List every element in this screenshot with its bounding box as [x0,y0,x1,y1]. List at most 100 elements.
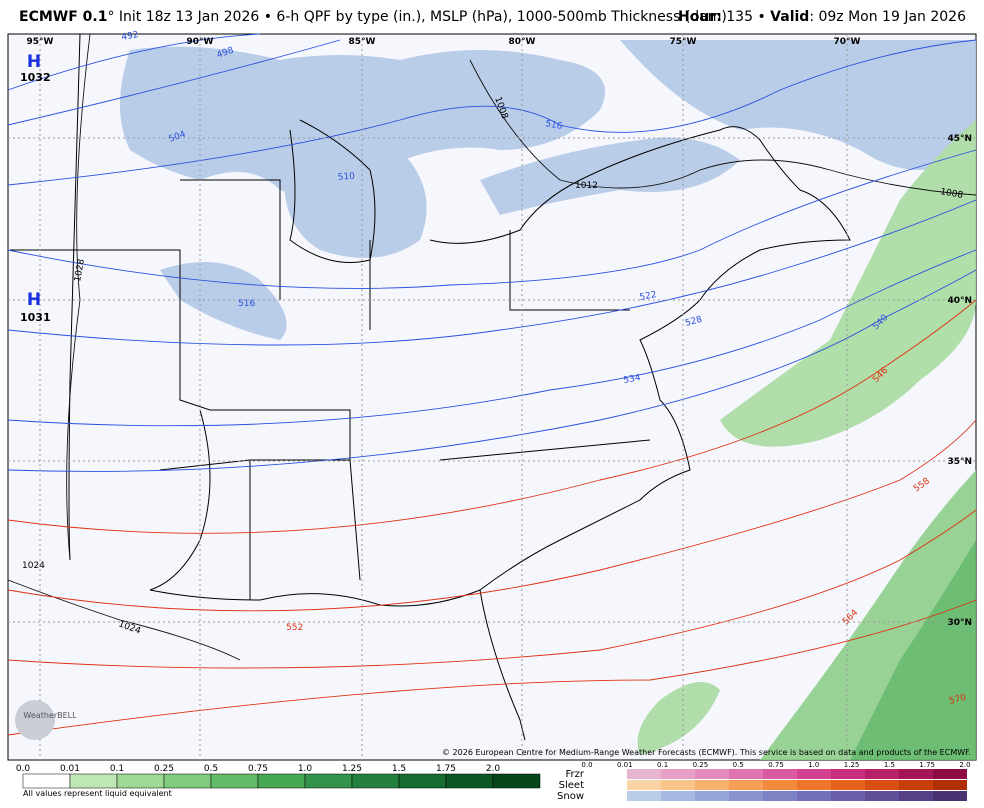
rain-swatch [22,773,71,789]
mix-type-label: Frzr [566,769,585,780]
isobar-label: 1012 [575,181,598,191]
thickness-label: 516 [238,299,255,309]
mix-swatch [729,769,763,779]
rain-tick-label: 0.75 [248,764,268,774]
snow-area [120,46,605,197]
precip [120,40,976,760]
mix-swatch [763,780,797,790]
mix-swatch [695,769,729,779]
mix-tick-label: 1.0 [808,761,819,769]
latitude-label: 30°N [947,618,972,628]
mix-swatch [933,769,967,779]
header-left: ECMWF 0.1° Init 18z 13 Jan 2026 • 6-h QP… [19,0,727,34]
mix-swatch [933,791,967,801]
rain-tick-label: 0.1 [110,764,124,774]
rain-swatch [492,773,541,789]
mix-tick-label: 0.25 [693,761,709,769]
rain-swatch [163,773,212,789]
thickness-label: 570 [948,693,967,707]
mix-tick-label: 0.01 [617,761,633,769]
snow-area [284,136,427,258]
header-rest: ° Init 18z 13 Jan 2026 • 6-h QPF by type… [107,9,727,25]
snow-area [620,40,976,170]
thickness-label: 528 [684,315,703,329]
mix-swatch [797,769,831,779]
mix-swatch [763,791,797,801]
mix-swatch [831,791,865,801]
rain-tick-label: 0.01 [60,764,80,774]
thickness-label: 534 [623,373,642,386]
thickness-label: 552 [286,623,303,633]
mix-swatch [899,769,933,779]
thickness-warm [7,299,977,736]
mix-swatch [865,791,899,801]
longitude-label: 70°W [834,37,861,47]
mix-tick-label: 1.25 [844,761,860,769]
mix-tick-label: 0.0 [581,761,592,769]
rain-area [850,540,976,760]
mix-swatch [695,780,729,790]
rain-area [637,682,720,755]
mix-swatch [729,780,763,790]
snow-area [480,137,740,215]
rain-swatch [257,773,306,789]
mix-swatch [627,780,661,790]
mix-swatch [899,791,933,801]
thickness-label: 492 [121,30,140,43]
mix-swatch [899,780,933,790]
rain-tick-label: 1.75 [436,764,456,774]
hour-value: 135 • [721,9,771,25]
logo: WeatherBELL [23,711,77,720]
high-symbol: H [27,52,41,72]
rain-swatch [210,773,259,789]
rain-area [720,120,976,447]
mix-tick-label: 0.75 [768,761,784,769]
latitude-label: 45°N [947,134,972,144]
header-right: Hour: 135 • Valid: 09z Mon 19 Jan 2026 [678,0,966,34]
mix-tick-label: 0.5 [733,761,744,769]
thickness-label: 522 [639,290,658,303]
isobar-label: 1008 [939,187,964,201]
longitude-label: 75°W [670,37,697,47]
mix-type-label: Snow [557,791,584,802]
latitude-label: 40°N [947,296,972,306]
longitude-label: 85°W [349,37,376,47]
mix-swatch [763,769,797,779]
rain-swatch [351,773,400,789]
high-pressure: 1031 [20,311,51,324]
mix-swatch [661,769,695,779]
rain-swatch [116,773,165,789]
mix-swatch [865,769,899,779]
isobar-label: 1024 [22,561,45,571]
latitude-label: 35°N [947,457,972,467]
mix-swatch [661,791,695,801]
rain-swatch [69,773,118,789]
copyright: © 2026 European Centre for Medium-Range … [442,748,971,757]
rain-tick-label: 1.5 [392,764,406,774]
high-symbol: H [27,290,41,310]
rain-tick-label: 1.25 [342,764,362,774]
rain-swatch [398,773,447,789]
mix-tick-label: 2.0 [959,761,970,769]
mix-swatch [797,791,831,801]
rain-swatch [445,773,494,789]
mix-swatch [865,780,899,790]
longitude-label: 80°W [509,37,536,47]
mix-swatch [627,769,661,779]
mix-tick-label: 1.75 [919,761,935,769]
mix-swatch [729,791,763,801]
mix-swatch [661,780,695,790]
rain-tick-label: 0.0 [16,764,31,774]
mix-swatch [831,769,865,779]
longitude-label: 90°W [187,37,214,47]
mix-swatch [933,780,967,790]
mix-tick-label: 0.1 [657,761,668,769]
rain-tick-label: 2.0 [486,764,501,774]
rain-swatch [304,773,353,789]
logo-globe [15,700,55,740]
snow-area [160,262,287,340]
rain-tick-label: 0.5 [204,764,218,774]
longitude-label: 95°W [27,37,54,47]
thickness-cold [7,33,977,472]
